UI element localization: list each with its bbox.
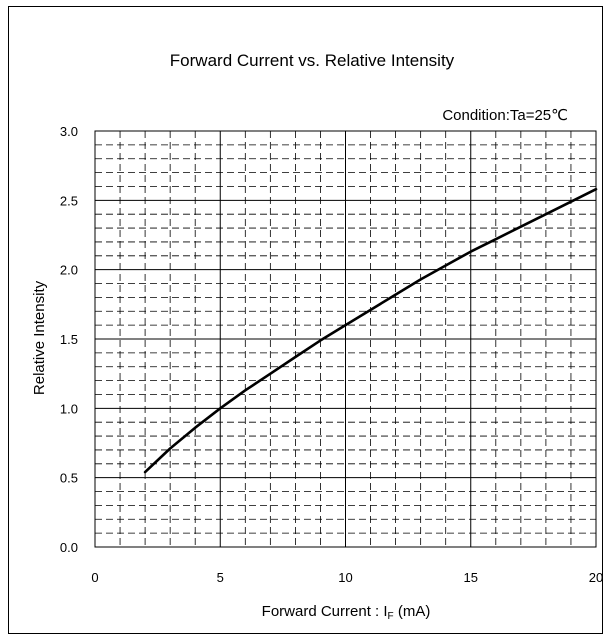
x-tick-label: 20	[589, 570, 603, 585]
x-tick-label: 10	[338, 570, 352, 585]
y-tick-label: 0.5	[60, 471, 78, 486]
x-tick-label: 15	[464, 570, 478, 585]
y-tick-label: 2.5	[60, 193, 78, 208]
y-tick-label: 3.0	[60, 124, 78, 139]
x-tick-label: 0	[91, 570, 98, 585]
y-tick-label: 0.0	[60, 540, 78, 555]
y-tick-label: 1.5	[60, 332, 78, 347]
plot-area-border	[94, 130, 597, 548]
x-tick-label: 5	[217, 570, 224, 585]
chart-frame	[8, 6, 603, 634]
y-axis-label: Relative Intensity	[31, 280, 48, 395]
y-tick-label: 2.0	[60, 263, 78, 278]
grid	[95, 131, 596, 547]
y-tick-label: 1.0	[60, 401, 78, 416]
x-axis-label: Forward Current : IF (mA)	[262, 603, 431, 622]
chart-title: Forward Current vs. Relative Intensity	[170, 51, 455, 70]
series-line	[143, 187, 598, 474]
condition-annotation: Condition:Ta=25℃	[442, 107, 568, 124]
tick-labels: 0 5 10 15 20 0.0 0.5 1.0 1.5 2.0 2.5 3.0	[60, 124, 603, 585]
